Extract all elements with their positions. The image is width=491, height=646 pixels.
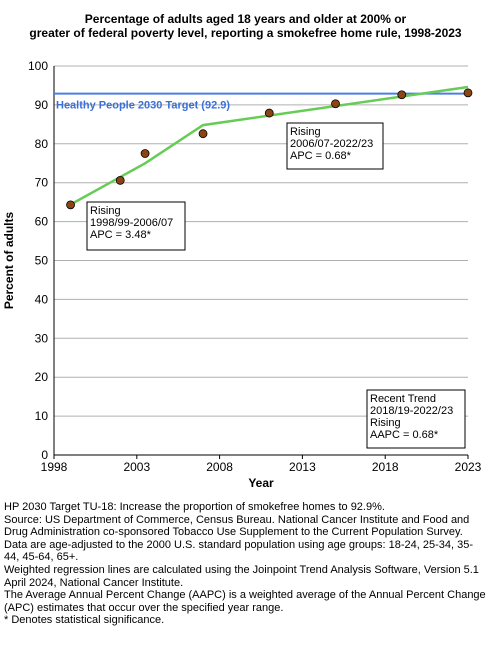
footnote-regression: Weighted regression lines are calculated… bbox=[4, 563, 479, 589]
chart-svg: 0 10 20 30 40 50 60 70 80 90 100 1998 2003 2008 2013 20… bbox=[2, 59, 482, 490]
footnotes: HP 2030 Target TU-18: Increase the propo… bbox=[4, 501, 488, 627]
footnote-target: HP 2030 Target TU-18: Increase the propo… bbox=[4, 501, 385, 513]
data-point bbox=[397, 90, 407, 100]
data-point bbox=[331, 99, 340, 109]
annotation-text: APC = 0.68* bbox=[290, 150, 352, 162]
x-tick-label: 2013 bbox=[289, 460, 316, 474]
y-tick-label: 20 bbox=[35, 370, 49, 384]
annotation-box bbox=[286, 122, 384, 170]
annotation-box bbox=[86, 201, 186, 251]
y-tick-label: 0 bbox=[41, 448, 48, 462]
annotation-text: 1998/99-2006/07 bbox=[90, 217, 173, 229]
x-tick-label: 1998 bbox=[41, 460, 68, 474]
annotation-text: Recent Trend bbox=[370, 393, 436, 405]
x-tick-label: 2008 bbox=[206, 460, 233, 474]
y-tick-label: 60 bbox=[35, 215, 49, 229]
annotation-box bbox=[366, 389, 466, 449]
y-tick-label: 10 bbox=[35, 409, 49, 423]
annotation-text: 2018/19-2022/23 bbox=[370, 405, 453, 417]
data-point bbox=[115, 175, 125, 185]
y-tick-label: 30 bbox=[35, 331, 49, 345]
data-point bbox=[198, 129, 208, 139]
chart-title-line-2: greater of federal poverty level, report… bbox=[29, 26, 462, 40]
y-tick-label: 100 bbox=[28, 59, 48, 73]
data-point bbox=[463, 88, 473, 98]
x-axis-title: Year bbox=[248, 476, 274, 490]
chart-title-line-1: Percentage of adults aged 18 years and o… bbox=[84, 12, 407, 26]
y-tick-label: 70 bbox=[35, 176, 49, 190]
data-point bbox=[66, 200, 75, 210]
target-label: Healthy People 2030 Target (92.9) bbox=[56, 100, 230, 112]
footnote-significance: * Denotes statistical significance. bbox=[4, 614, 165, 627]
annotation-text: APC = 3.48* bbox=[90, 229, 152, 241]
y-tick-label: 40 bbox=[35, 292, 49, 306]
y-tick-label: 90 bbox=[35, 98, 49, 112]
annotation-text: Rising bbox=[90, 205, 121, 217]
annotation-text: 2006/07-2022/23 bbox=[290, 138, 373, 150]
footnote-source: Source: US Department of Commerce, Censu… bbox=[4, 513, 470, 539]
footnote-aapc: The Average Annual Percent Change (AAPC)… bbox=[4, 589, 486, 614]
x-tick-label: 2018 bbox=[372, 460, 399, 474]
annotation-text: AAPC = 0.68* bbox=[370, 429, 439, 441]
x-tick-label: 2023 bbox=[455, 460, 482, 474]
chart-title: Percentage of adults aged 18 years and o… bbox=[0, 12, 491, 40]
data-point bbox=[140, 149, 150, 158]
x-tick-label: 2003 bbox=[123, 460, 150, 474]
y-tick-label: 80 bbox=[35, 137, 49, 151]
y-axis-title: Percent of adults bbox=[2, 212, 16, 310]
footnote-age-adjust: Data are age-adjusted to the 2000 U.S. s… bbox=[4, 538, 474, 564]
annotation-text: Rising bbox=[290, 126, 321, 138]
y-tick-label: 50 bbox=[35, 254, 49, 268]
annotation-text: Rising bbox=[370, 417, 401, 429]
data-point bbox=[264, 108, 274, 118]
